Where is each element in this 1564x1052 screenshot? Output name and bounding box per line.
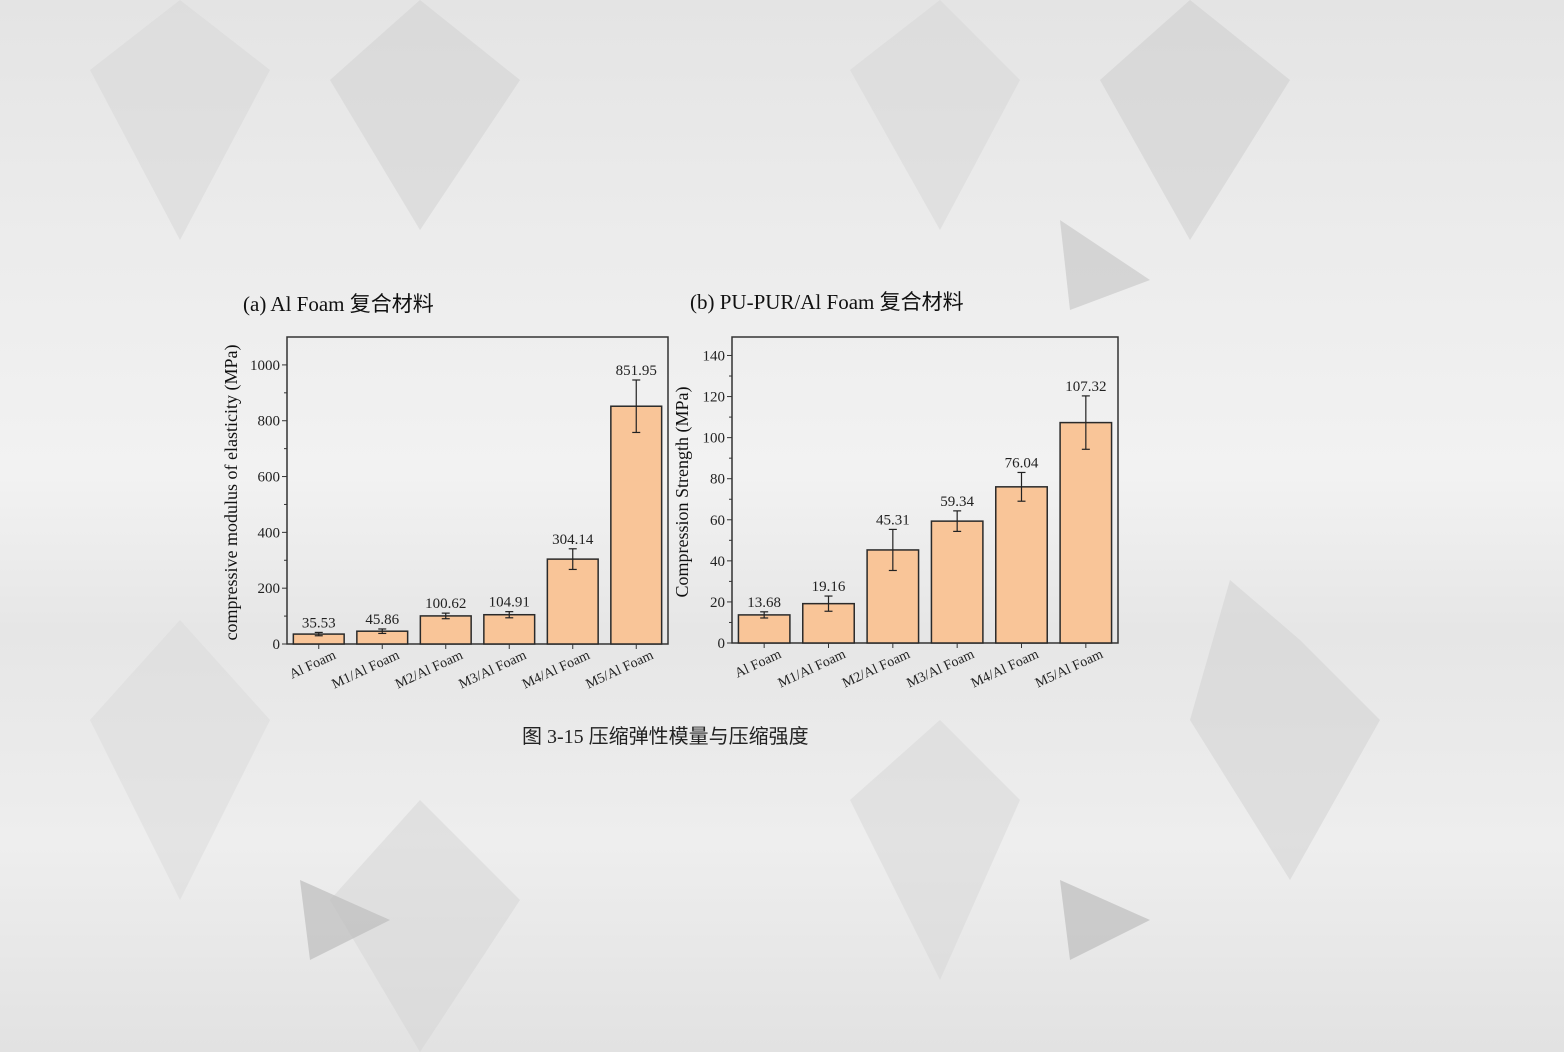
x-tick-label: M3/Al Foam <box>905 647 977 691</box>
y-tick-label: 60 <box>710 513 725 529</box>
y-tick-label: 120 <box>703 390 726 406</box>
bar <box>737 614 791 644</box>
data-label: 45.31 <box>876 512 910 528</box>
chart-a-plot: 0 200 400 600 800 1000 compressive modulus of … <box>221 336 669 692</box>
bar <box>419 615 472 645</box>
chart-b-title: (b) PU-PUR/Al Foam 复合材料 <box>690 290 964 314</box>
y-tick-label: 400 <box>258 525 281 541</box>
bar <box>610 405 663 645</box>
x-tick-label: M1/Al Foam <box>776 647 848 691</box>
data-label: 107.32 <box>1065 379 1106 395</box>
y-tick-label: 800 <box>258 414 281 430</box>
bar <box>995 486 1048 644</box>
y-axis-label: compressive modulus of elasticity (MPa) <box>221 345 242 641</box>
x-tick-label: M5/Al Foam <box>584 648 656 692</box>
y-axis-label: Compression Strength (MPa) <box>672 387 693 598</box>
data-label: 59.34 <box>940 494 974 510</box>
x-tick-label: Al Foam <box>733 647 784 682</box>
data-label: 304.14 <box>552 532 594 548</box>
y-tick-label: 600 <box>258 470 281 486</box>
data-label: 35.53 <box>302 615 336 631</box>
data-label: 851.95 <box>616 363 657 379</box>
bar <box>1059 421 1113 644</box>
bar <box>546 558 599 645</box>
y-tick-label: 0 <box>273 637 281 653</box>
y-tick-label: 0 <box>718 636 726 652</box>
y-tick-label: 40 <box>710 554 725 570</box>
y-tick-label: 100 <box>703 431 726 447</box>
data-label: 100.62 <box>425 596 466 612</box>
y-tick-label: 20 <box>710 595 725 611</box>
y-tick-label: 200 <box>258 581 281 597</box>
y-tick-label: 140 <box>703 348 726 364</box>
x-tick-label: M5/Al Foam <box>1033 647 1105 691</box>
x-tick-label: M2/Al Foam <box>393 648 465 692</box>
x-tick-label: M4/Al Foam <box>969 647 1041 691</box>
data-label: 13.68 <box>747 595 781 611</box>
x-tick-label: M1/Al Foam <box>330 648 402 692</box>
data-label: 45.86 <box>365 612 399 628</box>
y-tick-label: 1000 <box>250 358 280 374</box>
chart-b-plot: 0 20 40 60 80 100 120 140 Compression Strength (… <box>672 336 1119 691</box>
plot-frame <box>286 336 669 645</box>
y-tick-label: 80 <box>710 472 725 488</box>
figure-caption: 图 3-15 压缩弹性模量与压缩强度 <box>522 726 809 748</box>
bar <box>483 613 536 645</box>
chart-a-title: (a) Al Foam 复合材料 <box>243 292 434 316</box>
data-label: 19.16 <box>812 579 846 595</box>
bar <box>930 520 984 644</box>
data-label: 76.04 <box>1005 455 1039 471</box>
data-label: 104.91 <box>489 595 530 611</box>
x-tick-label: M2/Al Foam <box>840 647 912 691</box>
x-tick-label: M4/Al Foam <box>520 648 592 692</box>
x-tick-label: M3/Al Foam <box>457 648 529 692</box>
plot-frame <box>731 336 1119 644</box>
